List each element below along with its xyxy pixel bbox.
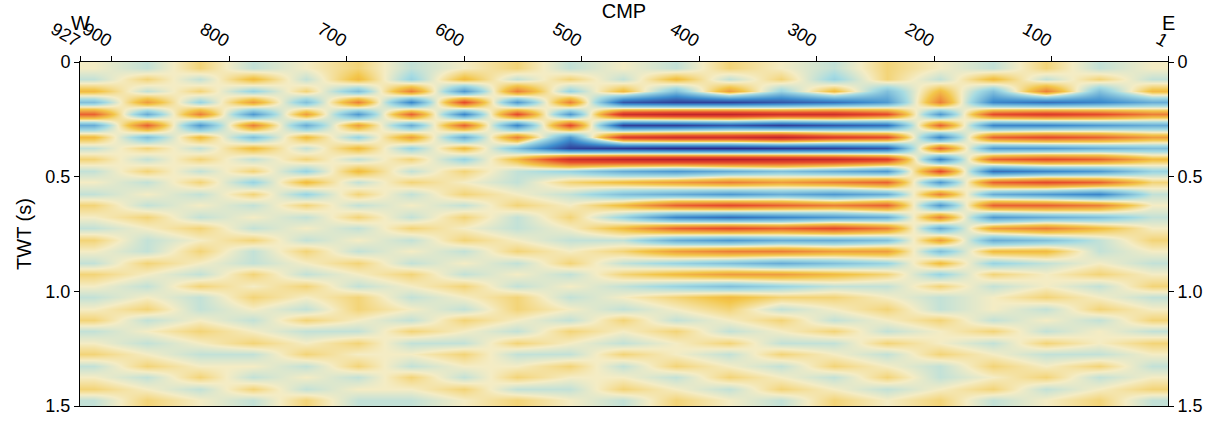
svg-text:E: E <box>1162 12 1175 34</box>
svg-text:1.5: 1.5 <box>45 396 70 416</box>
svg-text:0: 0 <box>60 52 70 72</box>
svg-text:0: 0 <box>1178 52 1188 72</box>
svg-text:600: 600 <box>432 19 468 51</box>
svg-text:1.0: 1.0 <box>1178 282 1203 302</box>
svg-text:1.0: 1.0 <box>45 282 70 302</box>
svg-text:0.5: 0.5 <box>1178 167 1203 187</box>
svg-text:300: 300 <box>784 19 820 51</box>
svg-text:0.5: 0.5 <box>45 167 70 187</box>
svg-text:800: 800 <box>197 19 233 51</box>
svg-text:TWT (s): TWT (s) <box>13 198 35 270</box>
svg-text:W: W <box>71 12 90 34</box>
svg-text:100: 100 <box>1019 19 1055 51</box>
svg-text:1.5: 1.5 <box>1178 396 1203 416</box>
svg-text:1: 1 <box>1153 29 1172 51</box>
svg-text:400: 400 <box>667 19 703 51</box>
svg-text:700: 700 <box>314 19 350 51</box>
svg-text:CMP: CMP <box>602 0 646 22</box>
svg-text:200: 200 <box>902 19 938 51</box>
svg-text:500: 500 <box>549 19 585 51</box>
svg-text:927: 927 <box>47 19 83 51</box>
svg-text:900: 900 <box>79 19 115 51</box>
